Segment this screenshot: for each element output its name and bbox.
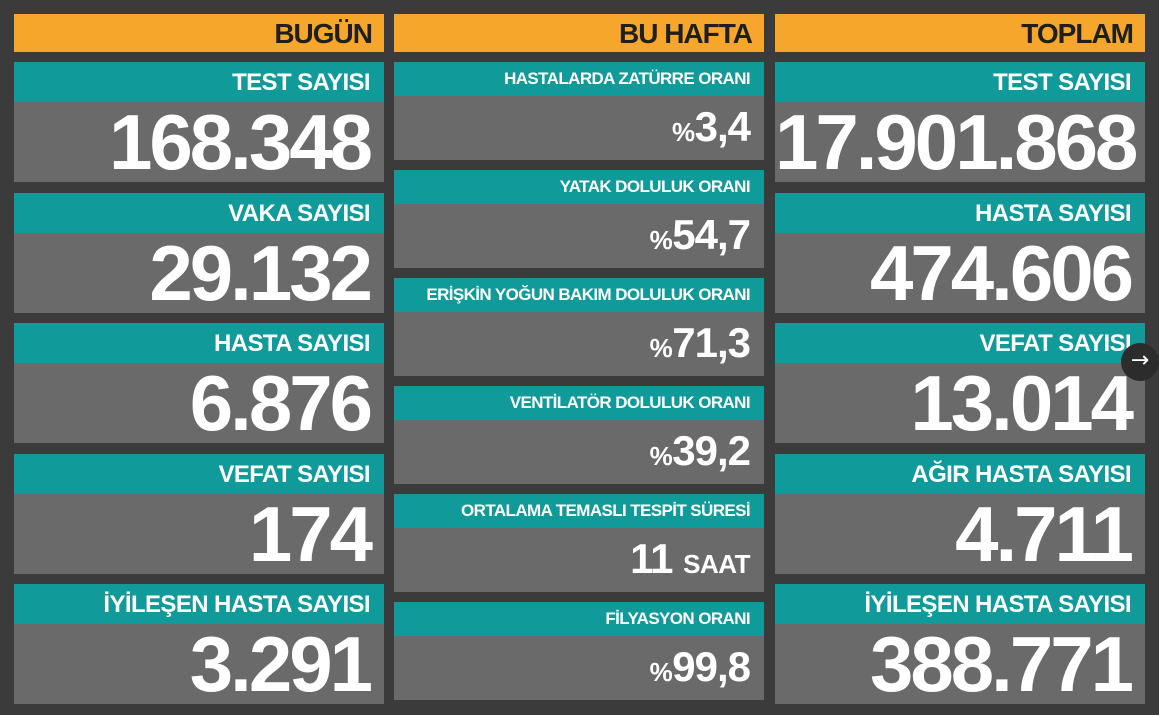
column: BUGÜN TEST SAYISI 168.348 VAKA SAYISI 29.132…	[14, 14, 384, 715]
value-prefix: %	[649, 333, 673, 363]
stat-label: ERİŞKİN YOĞUN BAKIM DOLULUK ORANI	[394, 278, 764, 312]
value-number: 71,3	[672, 319, 751, 366]
stat-label: TEST SAYISI	[14, 62, 384, 102]
value-number: 99,8	[672, 643, 751, 690]
value-number: 168.348	[109, 98, 373, 182]
value-prefix: %	[649, 225, 673, 255]
value-number: 474.606	[870, 228, 1134, 313]
value-number: 174	[248, 489, 373, 574]
column-header: TOPLAM	[775, 14, 1145, 52]
stat-label: VEFAT SAYISI	[14, 453, 384, 494]
stat-label: İYİLEŞEN HASTA SAYISI	[775, 584, 1145, 624]
value-number: 54,7	[672, 211, 751, 258]
value-prefix: %	[671, 117, 695, 147]
value-number: 3,4	[694, 103, 751, 150]
stat-card: HASTALARDA ZATÜRRE ORANI %3,4	[394, 62, 764, 160]
stat-label: FİLYASYON ORANI	[394, 602, 764, 636]
stat-card: VENTİLATÖR DOLULUK ORANI %39,2	[394, 386, 764, 484]
stat-value: %71,3	[394, 312, 764, 376]
value-number: 388.771	[870, 620, 1134, 704]
stat-value: %3,4	[394, 96, 764, 160]
value-number: 13.014	[910, 359, 1134, 443]
stat-card: ERİŞKİN YOĞUN BAKIM DOLULUK ORANI %71,3	[394, 278, 764, 376]
stat-value: 29.132	[14, 233, 384, 313]
value-prefix: %	[649, 657, 673, 687]
stat-card: HASTA SAYISI 474.606	[775, 192, 1145, 313]
stat-value: 17.901.868	[775, 102, 1145, 182]
stat-value: 474.606	[775, 233, 1145, 313]
stat-label: YATAK DOLULUK ORANI	[394, 170, 764, 204]
stat-label: VENTİLATÖR DOLULUK ORANI	[394, 386, 764, 420]
stat-value: 11 SAAT	[394, 528, 764, 592]
value-number: 4.711	[955, 489, 1134, 574]
stat-card: TEST SAYISI 168.348	[14, 62, 384, 182]
value-number: 17.901.868	[775, 98, 1138, 182]
stat-value: 4.711	[775, 494, 1145, 574]
stat-card: HASTA SAYISI 6.876	[14, 323, 384, 443]
stat-card: AĞIR HASTA SAYISI 4.711	[775, 453, 1145, 574]
stat-value: %54,7	[394, 204, 764, 268]
stat-label: AĞIR HASTA SAYISI	[775, 453, 1145, 494]
stat-value: 388.771	[775, 624, 1145, 704]
stat-label: VAKA SAYISI	[14, 192, 384, 233]
value-number: 29.132	[149, 228, 373, 313]
stat-value: %39,2	[394, 420, 764, 484]
stat-card: FİLYASYON ORANI %99,8	[394, 602, 764, 700]
column-header: BUGÜN	[14, 14, 384, 52]
stat-label: HASTA SAYISI	[14, 323, 384, 363]
value-prefix: %	[649, 441, 673, 471]
stat-label: VEFAT SAYISI	[775, 323, 1145, 363]
stat-label: HASTA SAYISI	[775, 192, 1145, 233]
column: BU HAFTA HASTALARDA ZATÜRRE ORANI %3,4 YATA…	[394, 14, 764, 710]
stat-card: İYİLEŞEN HASTA SAYISI 3.291	[14, 584, 384, 704]
value-number: 3.291	[189, 620, 373, 704]
stat-label: ORTALAMA TEMASLI TESPİT SÜRESİ	[394, 494, 764, 528]
stat-value: 174	[14, 494, 384, 574]
stat-card: YATAK DOLULUK ORANI %54,7	[394, 170, 764, 268]
value-number: 39,2	[672, 427, 751, 474]
stat-label: HASTALARDA ZATÜRRE ORANI	[394, 62, 764, 96]
stat-value: %99,8	[394, 636, 764, 700]
value-number: 6.876	[189, 359, 373, 443]
stat-card: VEFAT SAYISI 174	[14, 453, 384, 574]
stat-card: VAKA SAYISI 29.132	[14, 192, 384, 313]
column: TOPLAM TEST SAYISI 17.901.868 HASTA SAYISI 4…	[775, 14, 1145, 715]
stat-value: 13.014	[775, 363, 1145, 443]
stat-label: TEST SAYISI	[775, 62, 1145, 102]
stat-value: 3.291	[14, 624, 384, 704]
stat-value: 168.348	[14, 102, 384, 182]
stat-label: İYİLEŞEN HASTA SAYISI	[14, 584, 384, 624]
stat-card: İYİLEŞEN HASTA SAYISI 388.771	[775, 584, 1145, 704]
stat-card: VEFAT SAYISI 13.014	[775, 323, 1145, 443]
value-number: 11	[630, 535, 673, 582]
stat-card: TEST SAYISI 17.901.868	[775, 62, 1145, 182]
stat-card: ORTALAMA TEMASLI TESPİT SÜRESİ 11 SAAT	[394, 494, 764, 592]
next-button[interactable]: →	[1121, 343, 1159, 381]
stat-value: 6.876	[14, 363, 384, 443]
value-suffix: SAAT	[683, 549, 750, 579]
column-header: BU HAFTA	[394, 14, 764, 52]
